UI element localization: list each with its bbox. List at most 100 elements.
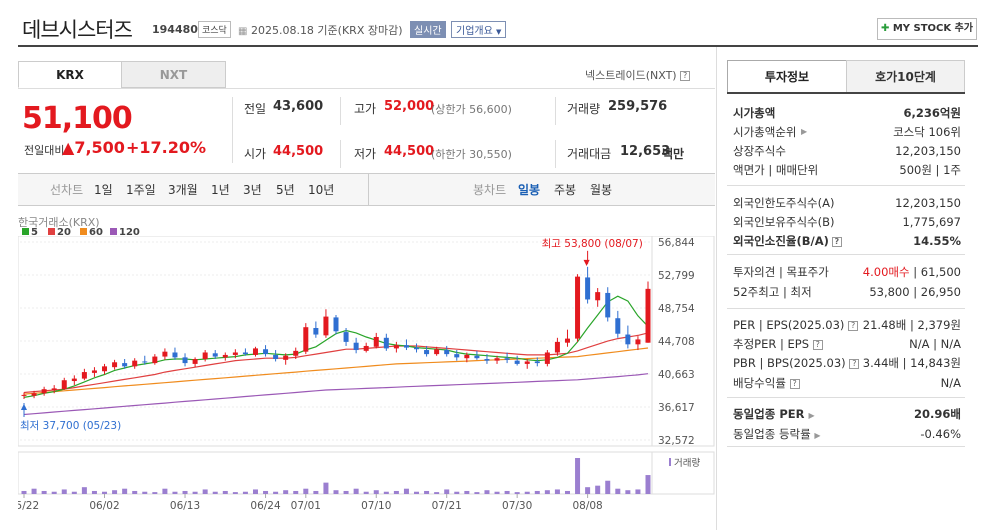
candle — [544, 352, 550, 364]
chart-source: 한국거래소(KRX) — [18, 216, 100, 229]
low-annotation: 최저 37,700 (05/23) — [20, 420, 121, 432]
candle-chart-label[interactable]: 봉차트 — [473, 183, 507, 197]
period-button[interactable]: 1일 — [94, 183, 113, 197]
legend-label: 5 — [31, 227, 38, 238]
pbr-label: PBR | BPS(2025.03) — [733, 356, 846, 370]
price-chart[interactable]: 56,844 52,799 48,754 44,708 40,663 36,617 32,5… — [18, 236, 715, 530]
pbr-row: PBR | BPS(2025.03) ? 3.44배 | 14,843원 — [733, 356, 961, 370]
volume-bar — [383, 491, 389, 494]
help-icon[interactable]: ? — [680, 71, 691, 81]
period-button[interactable]: 1주일 — [126, 183, 156, 197]
volume-bar — [393, 490, 399, 494]
per-value: 21.48배 — [862, 318, 907, 332]
candle — [434, 349, 440, 355]
candle — [414, 347, 420, 350]
amount-value: 12,653 — [620, 144, 671, 159]
eps-value: 2,379원 — [917, 318, 961, 332]
info-value: 14.55% — [913, 234, 961, 248]
industry-rate-row[interactable]: 동일업종 등락률 ▶ -0.46% — [733, 425, 961, 443]
info-row: 시가총액순위 ▶ 코스닥 106위 — [733, 123, 961, 141]
volume-bar — [544, 490, 550, 494]
volume-bar — [31, 488, 37, 494]
per-label: PER | EPS(2025.03) — [733, 318, 845, 332]
help-icon[interactable]: ? — [831, 236, 842, 247]
candle — [615, 318, 621, 334]
volume-bar — [21, 490, 27, 494]
candle — [605, 292, 611, 318]
x-tick-label: 06/24 — [250, 500, 281, 512]
candle — [393, 345, 399, 349]
header-divider — [18, 45, 978, 47]
base-date: ▦ 2025.08.18 기준(KRX 장마감) — [238, 22, 403, 38]
candle — [192, 359, 198, 364]
candle — [252, 348, 258, 355]
volume-bar — [454, 491, 460, 494]
upper-limit: (상한가 56,600) — [431, 103, 512, 116]
period-button[interactable]: 1년 — [211, 183, 230, 197]
est-eps-value: N/A — [940, 337, 961, 351]
volume-value: 259,576 — [608, 99, 668, 114]
volume-bar — [283, 490, 289, 494]
candle — [444, 350, 450, 355]
candle — [21, 394, 27, 396]
volume-label: 거래량 — [567, 102, 601, 116]
industry-per-row[interactable]: 동일업종 PER ▶ 20.96배 — [733, 405, 961, 423]
amount-unit: 백만 — [662, 147, 685, 161]
info-value: 코스닥 106위 — [893, 125, 961, 139]
y-tick-label: 56,844 — [658, 237, 695, 249]
volume-bar — [212, 491, 218, 494]
candle — [464, 354, 470, 359]
mystock-label: MY STOCK 추가 — [892, 23, 974, 34]
candle — [142, 361, 148, 363]
corp-info-dropdown[interactable]: 기업개요 ▼ — [451, 21, 507, 38]
volume-bar — [263, 490, 269, 494]
volume-bar — [152, 492, 158, 494]
volume-bar — [303, 488, 309, 494]
volume-bar — [403, 488, 409, 494]
volume-bar — [232, 492, 238, 494]
mystock-add-button[interactable]: ✚ MY STOCK 추가 — [877, 18, 977, 40]
candle — [363, 345, 369, 351]
nxt-link[interactable]: 넥스트레이드(NXT) ? — [585, 67, 691, 83]
tab-divider — [18, 88, 715, 89]
period-button[interactable]: 10년 — [308, 183, 335, 197]
candle — [585, 277, 591, 300]
quote-divider — [340, 140, 341, 168]
dividend-value: N/A — [940, 376, 961, 390]
tab-monthly[interactable]: 월봉 — [590, 183, 613, 197]
tab-nxt[interactable]: NXT — [121, 61, 226, 88]
ma120-line — [23, 373, 649, 416]
calendar-icon: ▦ — [238, 26, 248, 37]
tab-krx[interactable]: KRX — [18, 61, 122, 88]
period-button[interactable]: 5년 — [276, 183, 295, 197]
help-icon[interactable]: ? — [848, 320, 859, 331]
volume-bar — [252, 489, 258, 494]
industry-per-label: 동일업종 PER — [733, 407, 805, 421]
help-icon[interactable]: ? — [789, 378, 800, 389]
opinion-label: 투자의견 | 목표주가 — [733, 265, 829, 279]
nxt-link-label: 넥스트레이드(NXT) — [585, 69, 677, 82]
y-tick-label: 40,663 — [658, 369, 695, 381]
tab-investment-info[interactable]: 투자정보 — [727, 60, 847, 93]
volume-bar — [293, 490, 299, 494]
x-tick-label: 08/08 — [572, 500, 602, 512]
help-icon[interactable]: ? — [812, 339, 823, 350]
volume-bar — [605, 480, 611, 494]
tab-order-book[interactable]: 호가10단계 — [846, 60, 965, 93]
period-button[interactable]: 3개월 — [168, 183, 198, 197]
realtime-badge[interactable]: 실시간 — [410, 21, 446, 38]
x-tick-label: 05/22 — [18, 500, 39, 512]
candle — [625, 334, 631, 345]
tab-daily[interactable]: 일봉 — [518, 183, 541, 197]
candle — [283, 355, 289, 360]
help-icon[interactable]: ? — [849, 358, 860, 369]
period-button[interactable]: 3년 — [243, 183, 262, 197]
line-chart-label[interactable]: 선차트 — [50, 183, 84, 197]
info-label: 외국인보유주식수(B) — [733, 213, 835, 231]
up-arrow-icon: ▲ — [21, 402, 28, 411]
down-arrow-icon: ▼ — [584, 258, 591, 267]
y-tick-label: 44,708 — [658, 336, 695, 348]
tab-weekly[interactable]: 주봉 — [554, 183, 577, 197]
opinion-value: 4.00매수 — [862, 265, 910, 279]
bps-value: 14,843원 — [910, 356, 961, 370]
